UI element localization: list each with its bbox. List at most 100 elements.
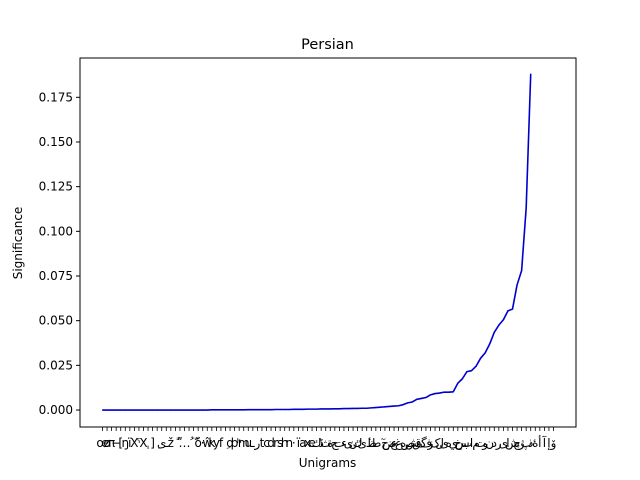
x-tick-label: ت: [475, 436, 486, 450]
data-point: [366, 407, 368, 409]
data-point: [511, 308, 514, 310]
data-point: [352, 407, 354, 410]
x-tick-label: ·: [201, 436, 205, 450]
x-tick-label: a: [299, 436, 306, 450]
data-point: [484, 352, 486, 354]
x-tick-label: ه: [400, 436, 406, 450]
x-tick-label: ش: [405, 436, 420, 451]
x-tick-label: k: [208, 436, 215, 450]
data-point: [138, 409, 140, 411]
y-tick-label: 0.025: [39, 358, 73, 372]
x-tick-label: π: [108, 436, 115, 450]
data-point: [256, 409, 258, 411]
data-point: [448, 391, 450, 393]
data-point: [133, 409, 135, 411]
data-point: [142, 409, 145, 411]
x-tick-label: ق: [412, 436, 421, 450]
x-axis-label: Unigrams: [299, 456, 357, 470]
data-point: [502, 319, 504, 321]
data-point: [111, 409, 113, 411]
x-tick-label: m: [238, 436, 250, 450]
x-tick-label: h: [281, 436, 289, 450]
data-point: [439, 392, 441, 394]
x-tick-label: −: [111, 436, 121, 450]
data-point: [297, 408, 299, 410]
data-point: [106, 409, 108, 411]
data-point: [279, 408, 281, 411]
x-tick-label: ش: [505, 436, 520, 451]
x-tick-label: ن: [485, 436, 494, 450]
x-tick-label: ŋ: [121, 436, 129, 450]
data-point: [429, 394, 432, 396]
x-tick-label: ط: [370, 436, 381, 450]
x-tick-label: y: [213, 436, 220, 450]
data-point: [252, 409, 254, 411]
data-point: [220, 409, 222, 411]
x-tick-label: ر: [495, 436, 502, 451]
data-point: [234, 409, 236, 411]
x-tick-label: r: [273, 436, 278, 450]
data-point: [507, 310, 509, 312]
x-tick-label: f: [219, 436, 224, 450]
y-tick-label: 0.125: [39, 180, 73, 194]
x-tick-label: ك: [353, 436, 363, 450]
data-point: [489, 343, 491, 345]
data-point: [398, 405, 400, 407]
data-point: [215, 409, 217, 411]
data-point: [325, 408, 327, 410]
x-tick-label: ž: [168, 436, 174, 450]
x-tick-label: ر: [253, 436, 260, 451]
data-point: [174, 409, 176, 411]
data-point: [443, 391, 445, 393]
x-tick-label: ظ: [366, 436, 377, 450]
x-tick-label: ˤ: [137, 436, 141, 450]
x-tick-label: ل: [435, 436, 444, 450]
x-tick-label: x: [304, 436, 311, 450]
data-point: [161, 409, 163, 411]
x-tick-label: ج: [331, 436, 339, 450]
x-tick-label: ø: [103, 436, 110, 450]
data-point: [452, 391, 454, 393]
y-axis-ticks: 0.000 0.025 0.050 0.075 0.100 0.125 0.150 0.175: [39, 90, 80, 417]
data-point: [521, 270, 523, 272]
x-tick-label: م: [472, 436, 479, 450]
x-tick-label: ة: [327, 436, 333, 450]
data-point: [311, 408, 313, 410]
data-point: [461, 378, 463, 380]
y-axis-label: Significance: [11, 207, 25, 280]
data-point: [170, 409, 172, 411]
x-tick-label: ˌ: [146, 436, 149, 450]
data-point: [402, 404, 404, 406]
x-tick-label: ن: [349, 436, 358, 450]
data-point: [120, 409, 122, 411]
data-point: [425, 396, 427, 399]
x-tick-label: c: [263, 436, 270, 450]
data-point: [224, 409, 227, 411]
data-point: [516, 284, 518, 286]
data-point: [388, 405, 391, 408]
data-point: [197, 409, 199, 411]
x-tick-label: d: [267, 436, 275, 450]
data-point: [457, 382, 459, 384]
x-tick-label: ژ: [518, 436, 525, 451]
data-point: [247, 409, 249, 411]
chart-title: Persian: [301, 37, 354, 53]
x-tick-label: ی: [439, 436, 448, 450]
x-tick-label: ذ: [528, 436, 533, 450]
y-tick-label: 0.075: [39, 269, 73, 283]
data-point: [343, 407, 345, 410]
data-point: [275, 408, 277, 411]
x-tick-label: غ: [395, 436, 403, 450]
data-point: [288, 408, 290, 411]
data-point: [329, 408, 331, 410]
data-point: [193, 409, 195, 411]
data-point: [147, 409, 149, 411]
x-tick-label: ئ: [357, 436, 366, 450]
plot-frame: [79, 57, 577, 428]
y-tick-label: 0.150: [39, 135, 73, 149]
data-point: [379, 406, 381, 408]
data-point: [293, 408, 295, 410]
data-point: [407, 402, 409, 404]
x-tick-label: ŏ: [194, 436, 201, 450]
data-point: [211, 409, 213, 411]
